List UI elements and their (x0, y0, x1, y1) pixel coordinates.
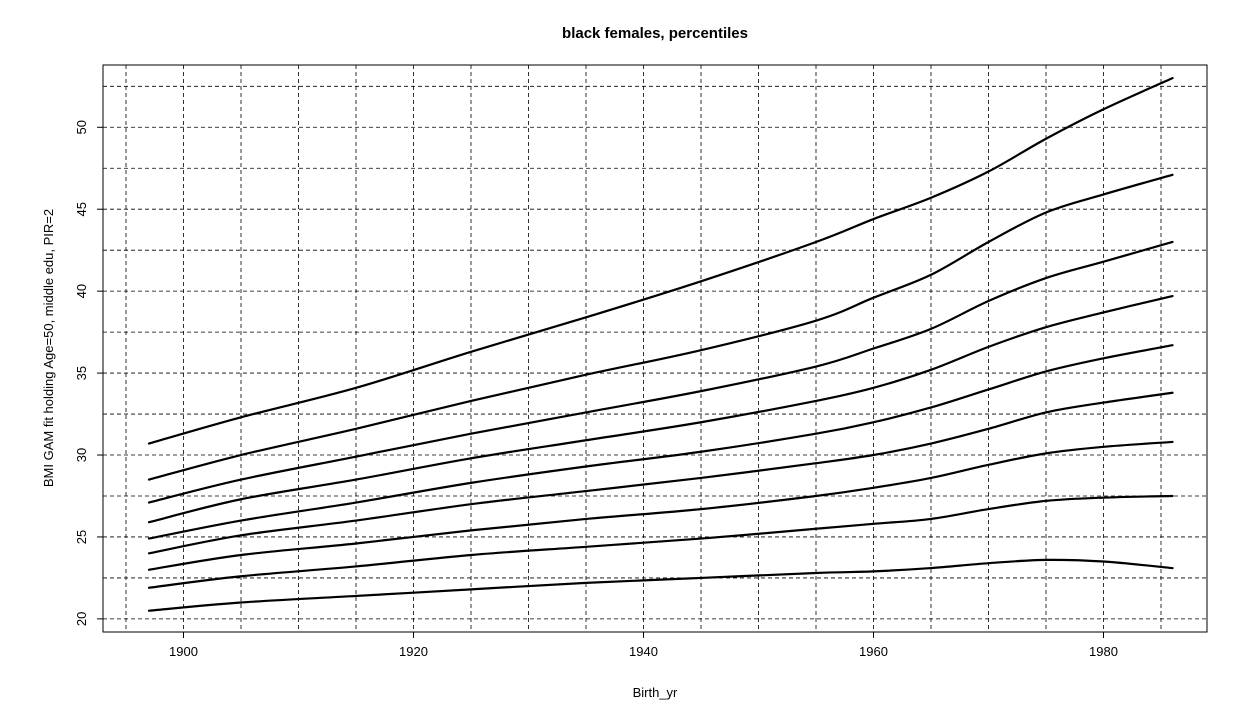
y-axis: 20 25 30 35 40 45 50 (74, 120, 103, 626)
x-tick-label: 1980 (1089, 644, 1118, 659)
series-line-1 (147, 558, 1174, 612)
x-axis: 1900 1920 1940 1960 1980 (169, 632, 1118, 659)
y-axis-label: BMI GAM fit holding Age=50, middle edu, … (41, 209, 56, 487)
y-tick-label: 45 (74, 202, 89, 216)
series-line-2 (147, 494, 1174, 589)
y-tick-label: 35 (74, 366, 89, 380)
y-tick-label: 20 (74, 612, 89, 626)
x-tick-label: 1960 (859, 644, 888, 659)
series-line-4 (147, 391, 1174, 555)
x-tick-label: 1900 (169, 644, 198, 659)
series-group (147, 77, 1174, 612)
x-axis-label: Birth_yr (633, 685, 678, 700)
series-line-3 (147, 440, 1174, 571)
y-tick-label: 30 (74, 448, 89, 462)
plot-frame (102, 64, 1208, 633)
x-tick-label: 1920 (399, 644, 428, 659)
series-line-8 (147, 173, 1174, 481)
y-tick-label: 40 (74, 284, 89, 298)
series-line-9 (147, 77, 1174, 445)
series-line-6 (147, 294, 1174, 524)
series-line-7 (147, 240, 1174, 504)
y-tick-label: 25 (74, 530, 89, 544)
chart-title: black females, percentiles (562, 25, 748, 42)
grid (103, 65, 1207, 632)
y-tick-label: 50 (74, 120, 89, 134)
x-tick-label: 1940 (629, 644, 658, 659)
series-line-5 (147, 344, 1174, 540)
